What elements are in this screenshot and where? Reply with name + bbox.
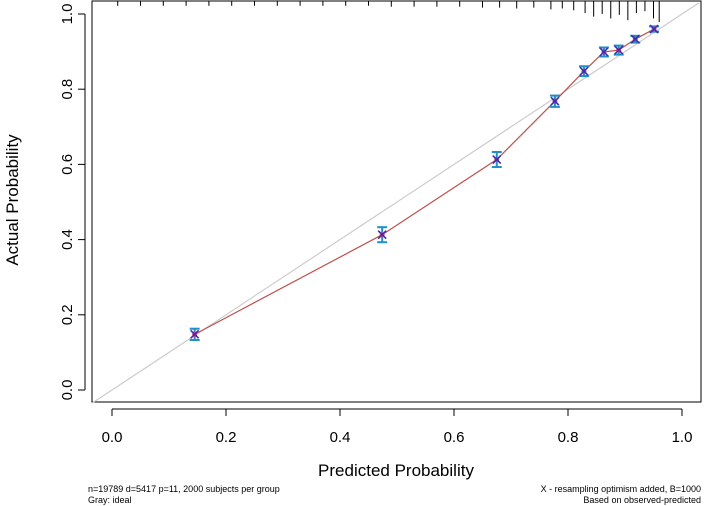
x-tick-label: 0.2 [216,429,237,446]
calibration-point [630,34,641,44]
calibration-point [649,24,660,34]
x-marker [630,34,640,44]
ideal-line [91,2,700,404]
x-marker [599,47,609,57]
x-marker [190,329,200,339]
calibration-point [613,44,624,56]
axis-ticks: 0.0 0.2 0.4 0.6 0.8 1.0 0.0 0.2 0.4 0.6 0.8 1.0 [59,4,692,446]
y-tick-label: 0.6 [59,154,76,175]
x-axis-label: Predicted Probability [318,461,474,480]
calibration-point [491,150,502,169]
x-marker [579,66,589,76]
x-marker [614,45,624,55]
series [91,2,700,404]
x-tick-label: 0.0 [102,429,123,446]
y-tick-label: 0.4 [59,229,76,250]
x-marker [550,96,560,106]
calibration-point [598,46,609,58]
x-marker [649,24,659,34]
y-axis-label: Actual Probability [3,134,22,266]
x-tick-label: 0.4 [330,429,351,446]
x-tick-label: 1.0 [672,429,693,446]
calibration-point [189,327,200,341]
calibration-point [549,94,560,108]
annotation-sample-info: n=19789 d=5417 p=11, 2000 subjects per g… [88,484,280,494]
x-tick-label: 0.8 [558,429,579,446]
x-tick-label: 0.6 [444,429,465,446]
rug [117,1,660,22]
y-tick-label: 0.0 [59,380,76,401]
annotation-based-on: Based on observed-predicted [583,495,701,505]
x-marker [492,154,502,165]
annotation-gray-ideal: Gray: ideal [88,495,132,505]
annotation-resampling: X - resampling optimism added, B=1000 [540,484,701,494]
plot-frame [91,0,702,403]
y-tick-label: 0.2 [59,304,76,325]
y-tick-label: 0.8 [59,79,76,100]
calibration-point [377,226,388,244]
x-marker [377,230,387,240]
calibration-point [578,65,589,78]
calibration-curve [194,28,655,335]
y-tick-label: 1.0 [59,4,76,25]
